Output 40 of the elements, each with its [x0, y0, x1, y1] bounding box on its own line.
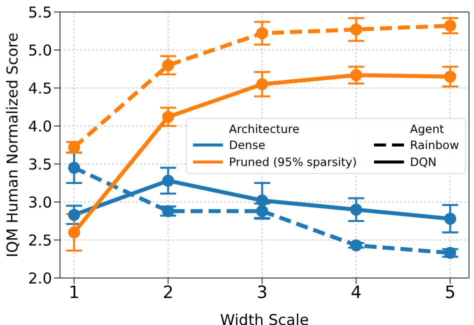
y-tick-label: 2.5: [28, 231, 52, 250]
y-tick-label: 5.0: [28, 41, 52, 60]
point: [256, 78, 268, 90]
x-tick-label: 5: [444, 283, 456, 304]
point: [444, 20, 456, 32]
point: [256, 205, 268, 218]
text: Architecture: [229, 122, 300, 136]
x-tick-label: 4: [350, 283, 362, 304]
y-axis-title: IQM Human Normalized Score: [3, 32, 22, 258]
point: [350, 69, 362, 82]
y-tick-label: 4.0: [28, 117, 52, 136]
legend-label: Pruned (95% sparsity): [229, 154, 357, 168]
point: [256, 27, 268, 40]
point: [444, 246, 456, 259]
text: Agent: [410, 122, 444, 136]
x-tick-label: 3: [256, 283, 268, 304]
x-axis-title: Width Scale: [220, 311, 309, 325]
point: [162, 174, 174, 187]
annotation: Rainbow: [410, 138, 459, 152]
point: [68, 226, 80, 238]
point: [162, 205, 174, 218]
point: [350, 204, 362, 216]
y-tick-label: 3.5: [28, 155, 52, 174]
point: [68, 208, 80, 221]
legend-label: Dense: [229, 138, 266, 152]
x-tick-label: 1: [68, 283, 80, 304]
y-tick-label: 5.5: [28, 3, 52, 22]
y-tick-label: 3.0: [28, 193, 52, 212]
point: [162, 59, 174, 72]
point: [350, 239, 362, 252]
point: [350, 23, 362, 36]
point: [162, 110, 174, 123]
x-tick-label: 2: [162, 283, 174, 304]
point: [256, 194, 268, 206]
y-tick-label: 4.5: [28, 79, 52, 98]
point: [444, 70, 456, 83]
point: [444, 212, 456, 225]
y-tick-label: 2.0: [28, 269, 52, 288]
annotation: DQN: [410, 154, 436, 168]
point: [68, 162, 80, 174]
